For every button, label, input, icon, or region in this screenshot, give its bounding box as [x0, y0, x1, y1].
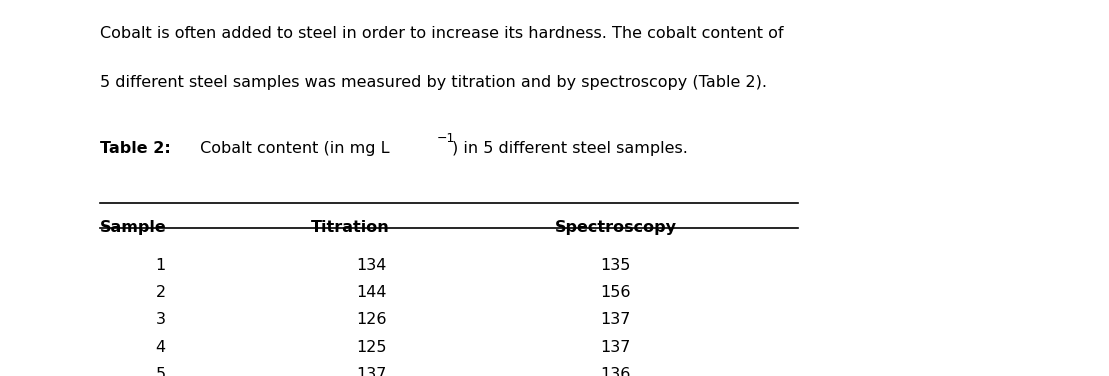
Text: ) in 5 different steel samples.: ) in 5 different steel samples. — [452, 141, 689, 156]
Text: Table 2:: Table 2: — [100, 141, 171, 156]
Text: 136: 136 — [600, 367, 631, 376]
Text: 137: 137 — [356, 367, 387, 376]
Text: Spectroscopy: Spectroscopy — [554, 220, 676, 235]
Text: 1: 1 — [155, 258, 166, 273]
Text: 156: 156 — [600, 285, 631, 300]
Text: 135: 135 — [600, 258, 631, 273]
Text: 5: 5 — [155, 367, 166, 376]
Text: 137: 137 — [600, 340, 631, 355]
Text: Cobalt content (in mg L: Cobalt content (in mg L — [195, 141, 389, 156]
Text: 3: 3 — [155, 312, 166, 327]
Text: 5 different steel samples was measured by titration and by spectroscopy (Table 2: 5 different steel samples was measured b… — [100, 75, 766, 90]
Text: 126: 126 — [356, 312, 387, 327]
Text: −1: −1 — [437, 132, 456, 145]
Text: Cobalt is often added to steel in order to increase its hardness. The cobalt con: Cobalt is often added to steel in order … — [100, 26, 783, 41]
Text: 2: 2 — [155, 285, 166, 300]
Text: 137: 137 — [600, 312, 631, 327]
Text: 4: 4 — [155, 340, 166, 355]
Text: 125: 125 — [356, 340, 387, 355]
Text: 134: 134 — [356, 258, 387, 273]
Text: Titration: Titration — [311, 220, 389, 235]
Text: Sample: Sample — [100, 220, 166, 235]
Text: 144: 144 — [356, 285, 387, 300]
